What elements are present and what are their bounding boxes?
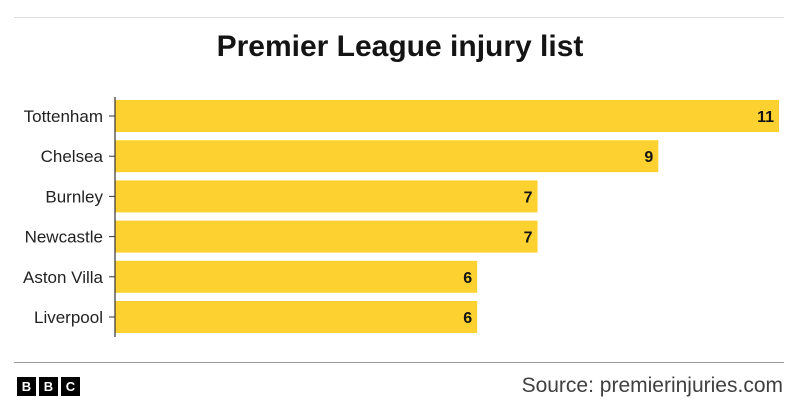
y-tick-label: Aston Villa bbox=[23, 268, 104, 287]
logo-letter: B bbox=[39, 377, 58, 396]
bar bbox=[115, 220, 538, 253]
bottom-divider bbox=[14, 362, 784, 363]
bar bbox=[115, 100, 779, 132]
chart-title: Premier League injury list bbox=[216, 30, 584, 63]
top-divider bbox=[14, 17, 784, 18]
bar bbox=[115, 260, 478, 293]
data-label: 6 bbox=[463, 270, 472, 287]
bbc-logo: B B C bbox=[17, 377, 80, 396]
y-tick-label: Tottenham bbox=[24, 107, 103, 126]
data-label: 6 bbox=[463, 310, 472, 327]
bar bbox=[115, 301, 478, 333]
y-tick-label: Chelsea bbox=[41, 147, 104, 166]
data-label: 11 bbox=[757, 109, 774, 126]
y-tick-label: Liverpool bbox=[34, 308, 103, 327]
source-note: Source: premierinjuries.com bbox=[521, 374, 783, 397]
logo-letter: C bbox=[61, 377, 80, 396]
data-label: 9 bbox=[644, 149, 653, 166]
data-label: 7 bbox=[524, 189, 533, 206]
y-tick-label: Burnley bbox=[45, 187, 103, 206]
bar bbox=[115, 180, 538, 213]
logo-letter: B bbox=[17, 377, 36, 396]
data-label: 7 bbox=[524, 230, 533, 247]
y-tick-label: Newcastle bbox=[25, 228, 103, 247]
bar bbox=[115, 140, 659, 173]
